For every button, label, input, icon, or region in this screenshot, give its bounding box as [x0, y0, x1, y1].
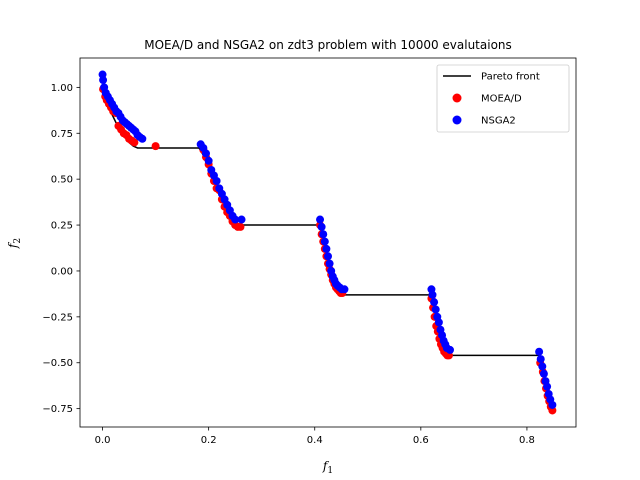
legend-label: MOEA/D [481, 94, 522, 105]
nsga2-point [539, 369, 548, 378]
y-tick-label: −0.75 [42, 404, 73, 415]
nsga2-point [316, 215, 325, 224]
y-tick-label: 1.00 [51, 83, 73, 94]
y-tick-label: 0.75 [51, 129, 73, 140]
nsga2-point [204, 156, 213, 165]
nsga2-point [138, 134, 147, 143]
nsga2-point [325, 259, 334, 268]
nsga2-point [201, 149, 210, 158]
moead-point [130, 138, 139, 147]
moead-point [548, 406, 557, 415]
nsga2-point [446, 345, 455, 354]
axes: 0.0 0.2 0.4 0.6 0.8 −0.75 −0.50 −0.25 0.00 0.25 0.… [42, 57, 577, 446]
plot-clip-group [98, 70, 557, 415]
moead-point [236, 222, 245, 231]
nsga2-point [430, 298, 439, 307]
nsga2-point [431, 305, 440, 314]
nsga2-point [428, 290, 437, 299]
y-tick-label: −0.25 [42, 312, 73, 323]
nsga2-point [212, 177, 221, 185]
chart-title: MOEA/D and NSGA2 on zdt3 problem with 10… [144, 38, 512, 52]
nsga2-point [538, 362, 547, 371]
x-tick-label: 0.6 [413, 435, 429, 446]
y-tick-label: 0.00 [51, 266, 73, 277]
nsga2-point [548, 400, 557, 409]
x-tick-label: 0.2 [201, 435, 217, 446]
nsga2-point [536, 355, 545, 364]
moead-point [151, 142, 160, 151]
legend-marker-swatch [452, 115, 462, 125]
legend-box [436, 64, 570, 133]
x-tick-label: 0.8 [519, 435, 535, 446]
nsga2-point [319, 230, 328, 239]
x-axis-label-main: f [322, 459, 330, 473]
x-axis-label: f1 [322, 459, 333, 476]
y-tick-label: 0.25 [51, 221, 73, 232]
y-tick-label: −0.50 [42, 358, 73, 369]
nsga2-point [324, 252, 332, 261]
y-axis-label: f2 [6, 238, 23, 249]
nsga2-point [535, 347, 544, 356]
nsga2-point [434, 318, 443, 327]
nsga2-point [317, 222, 326, 231]
legend-label: Pareto front [481, 72, 540, 83]
legend: Pareto front MOEA/D NSGA2 [436, 64, 570, 133]
legend-marker-swatch [452, 93, 462, 103]
nsga2-point [543, 382, 552, 391]
nsga2-point [99, 76, 108, 85]
y-tick-label: 0.50 [51, 175, 73, 186]
nsga2-point [231, 215, 240, 224]
nsga2-point [340, 285, 349, 294]
y-axis-label-main: f [6, 241, 20, 249]
x-axis-label-sub: 1 [327, 466, 333, 476]
nsga2-point [237, 215, 246, 224]
nsga2-point [322, 244, 331, 253]
nsga2-point [320, 237, 329, 246]
plot-frame [79, 57, 577, 428]
x-tick-label: 0.4 [307, 435, 323, 446]
y-axis-label-sub: 2 [13, 238, 23, 244]
x-tick-label: 0.0 [95, 435, 111, 446]
plot-area [98, 70, 557, 415]
legend-label: NSGA2 [481, 116, 516, 127]
